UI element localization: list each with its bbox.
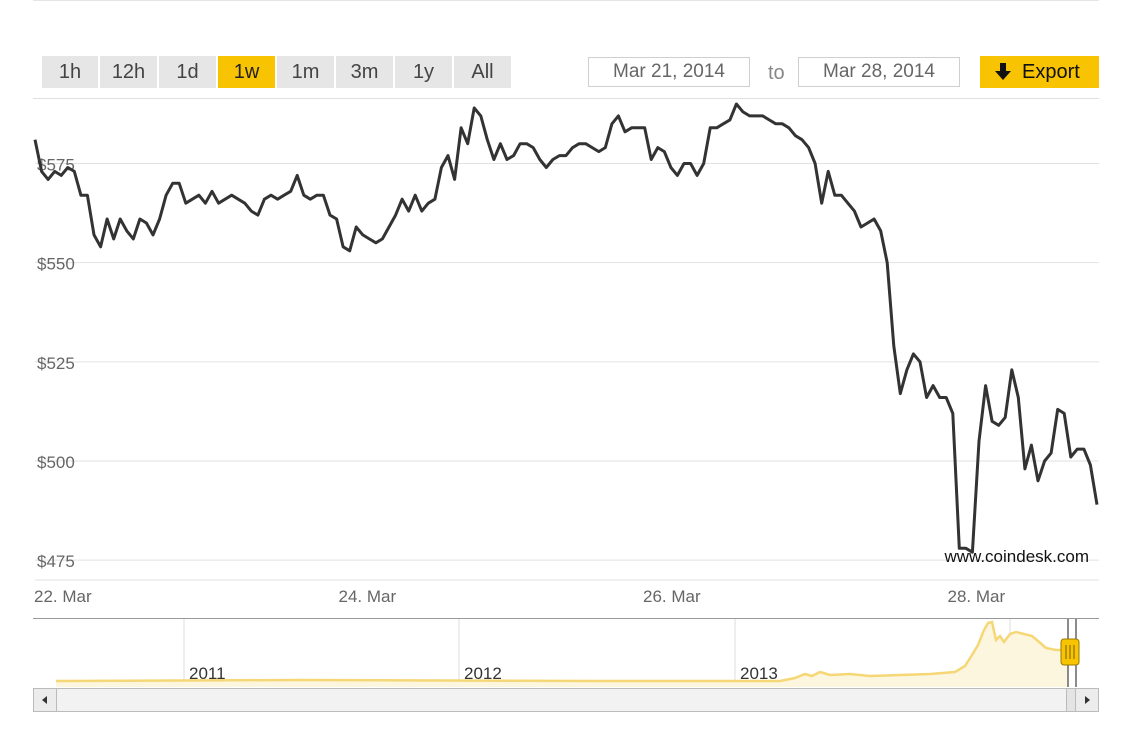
navigator-series-line: [55, 620, 1068, 683]
navigator-year-label: 2011: [189, 664, 226, 683]
toolbar-divider: [33, 98, 1099, 99]
navigator-year-label: 2013: [740, 664, 778, 683]
x-tick-label: 22. Mar: [34, 587, 92, 606]
range-button-1h[interactable]: 1h: [42, 56, 98, 88]
x-tick-label: 26. Mar: [643, 587, 701, 606]
download-arrow-icon: [994, 62, 1012, 82]
date-range-to-label: to: [768, 62, 785, 84]
navigator-area: [56, 622, 1068, 687]
caret-right-icon: [1085, 696, 1090, 704]
x-tick-label: 28. Mar: [948, 587, 1006, 606]
caret-left-icon: [42, 696, 47, 704]
scroll-left-button[interactable]: [34, 689, 57, 711]
range-button-all[interactable]: All: [454, 56, 511, 88]
navigator-scrollbar[interactable]: [33, 688, 1099, 712]
range-button-12h[interactable]: 12h: [100, 56, 157, 88]
price-series-line: [33, 102, 1099, 554]
range-button-3m[interactable]: 3m: [336, 56, 393, 88]
range-button-1d[interactable]: 1d: [159, 56, 216, 88]
y-tick-label: $500: [37, 453, 75, 472]
coindesk-watermark: www.coindesk.com: [943, 547, 1089, 566]
range-selector: 1h 12h 1d 1w 1m 3m 1y All: [42, 56, 511, 88]
x-tick-label: 24. Mar: [339, 587, 397, 606]
date-to-input[interactable]: Mar 28, 2014: [798, 57, 960, 87]
y-tick-label: $475: [37, 552, 75, 571]
export-button[interactable]: Export: [980, 56, 1099, 88]
navigator-year-label: 2012: [464, 664, 502, 683]
range-button-1y[interactable]: 1y: [395, 56, 452, 88]
top-border: [33, 0, 1099, 1]
date-from-input[interactable]: Mar 21, 2014: [588, 57, 750, 87]
range-button-1w[interactable]: 1w: [218, 56, 275, 88]
y-tick-label: $550: [37, 255, 75, 274]
range-button-1m[interactable]: 1m: [277, 56, 334, 88]
scroll-right-button[interactable]: [1075, 689, 1098, 711]
y-tick-label: $525: [37, 354, 75, 373]
export-label: Export: [1022, 60, 1080, 83]
navigator-panel[interactable]: [33, 618, 1099, 688]
